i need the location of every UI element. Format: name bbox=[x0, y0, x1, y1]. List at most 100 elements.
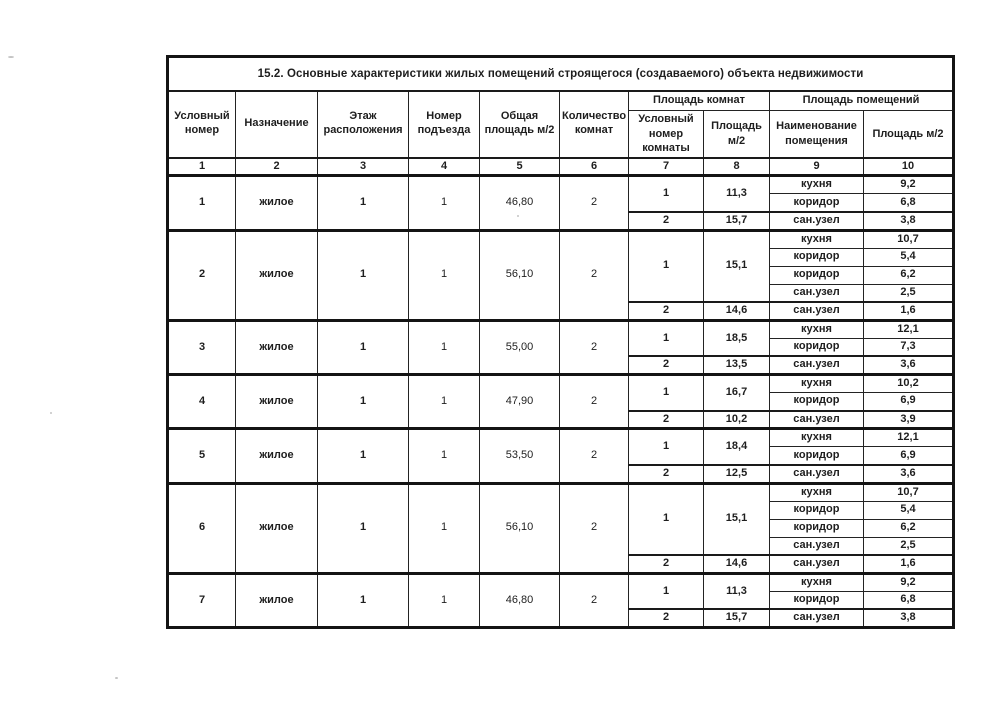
cell-total-area: 56,10 bbox=[479, 481, 560, 574]
cell-apartment-number: 5 bbox=[167, 427, 236, 484]
cell-room-number: 2 bbox=[628, 409, 704, 430]
table-row: 2 12,5 сан.узел 3,6 bbox=[168, 463, 954, 484]
cell-rooms-count: 2 bbox=[559, 318, 629, 376]
cell-premise-area: 6,8 bbox=[863, 193, 954, 213]
cell-apartment-number: 4 bbox=[167, 372, 236, 430]
scan-speck bbox=[517, 215, 519, 217]
cell-apartment-number: 1 bbox=[167, 174, 236, 231]
cell-room-area: 14,6 bbox=[703, 300, 770, 321]
cell-premise-area: 6,8 bbox=[863, 590, 954, 610]
cell-premise-name: кухня bbox=[769, 318, 864, 339]
cell-entrance: 1 bbox=[408, 571, 480, 629]
table-row: коридор 5,4 bbox=[168, 247, 954, 267]
cell-premise-name: коридор bbox=[769, 446, 864, 466]
cell-room-area: 11,3 bbox=[703, 571, 770, 610]
scan-speck bbox=[115, 677, 118, 679]
table-row: 6 жилое 1 1 56,10 2 1 15,1 кухня 10,7 bbox=[167, 481, 954, 574]
cell-room-area: 15,7 bbox=[703, 210, 770, 231]
cell-premise-area: 3,6 bbox=[863, 355, 954, 376]
cell-premise-name: сан.узел bbox=[769, 536, 864, 556]
cell-total-area: 46,80 bbox=[479, 571, 560, 629]
cell-premise-area: 3,6 bbox=[863, 463, 954, 484]
cell-apartment-number: 2 bbox=[167, 228, 236, 321]
table-row: коридор 6,8 bbox=[168, 193, 954, 213]
cell-room-area: 15,1 bbox=[703, 228, 770, 303]
cell-premise-name: кухня bbox=[769, 571, 864, 592]
cell-room-number: 2 bbox=[628, 553, 704, 574]
cell-entrance: 1 bbox=[408, 481, 480, 574]
cell-rooms-count: 2 bbox=[559, 481, 629, 574]
cell-room-number: 1 bbox=[628, 481, 704, 556]
cell-purpose: жилое bbox=[235, 372, 318, 430]
cell-premise-area: 1,6 bbox=[863, 300, 954, 321]
cell-premise-name: коридор bbox=[769, 500, 864, 520]
cell-premise-name: кухня bbox=[769, 481, 864, 502]
cell-premise-area: 12,1 bbox=[863, 427, 954, 448]
cell-premise-name: коридор bbox=[769, 392, 864, 411]
cell-premise-name: коридор bbox=[769, 337, 864, 357]
scan-speck bbox=[8, 56, 14, 58]
table-row: 2 10,2 сан.узел 3,9 bbox=[168, 409, 954, 430]
cell-total-area: 53,50 bbox=[479, 427, 560, 484]
cell-entrance: 1 bbox=[408, 372, 480, 430]
cell-purpose: жилое bbox=[235, 174, 318, 231]
cell-room-number: 1 bbox=[628, 174, 704, 213]
cell-floor: 1 bbox=[317, 372, 409, 430]
cell-premise-name: кухня bbox=[769, 174, 864, 195]
cell-room-number: 2 bbox=[628, 355, 704, 376]
table-row: 2 жилое 1 1 56,10 2 1 15,1 кухня 10,7 bbox=[167, 228, 954, 321]
cell-floor: 1 bbox=[317, 481, 409, 574]
col-header-purpose: Назначение bbox=[235, 90, 318, 158]
cell-premise-name: коридор bbox=[769, 247, 864, 267]
table-row: 4 жилое 1 1 47,90 2 1 16,7 кухня 10,2 bbox=[167, 372, 954, 430]
cell-room-number: 1 bbox=[628, 571, 704, 610]
cell-premise-name: сан.узел bbox=[769, 463, 864, 484]
header-sub-row: Условный номер комнаты Площадь м/2 Наиме… bbox=[168, 110, 954, 158]
scan-speck bbox=[524, 344, 526, 346]
cell-room-number: 2 bbox=[628, 463, 704, 484]
cell-purpose: жилое bbox=[235, 427, 318, 484]
cell-floor: 1 bbox=[317, 318, 409, 376]
cell-premise-area: 10,7 bbox=[863, 481, 954, 502]
column-numbers-row: 1 2 3 4 5 6 7 8 9 10 bbox=[167, 156, 954, 178]
table-row: 3 жилое 1 1 55,00 2 1 18,5 кухня 12,1 bbox=[167, 318, 954, 376]
cell-premise-area: 12,1 bbox=[863, 318, 954, 339]
table-title: 15.2. Основные характеристики жилых поме… bbox=[167, 56, 954, 92]
table-row: 2 14,6 сан.узел 1,6 bbox=[168, 553, 954, 574]
cell-purpose: жилое bbox=[235, 318, 318, 376]
cell-premise-name: сан.узел bbox=[769, 608, 864, 629]
cell-premise-name: коридор bbox=[769, 518, 864, 538]
cell-room-area: 10,2 bbox=[703, 409, 770, 430]
column-number: 9 bbox=[769, 156, 864, 178]
cell-room-area: 14,6 bbox=[703, 553, 770, 574]
characteristics-table: 15.2. Основные характеристики жилых поме… bbox=[166, 55, 955, 629]
cell-premise-area: 9,2 bbox=[863, 571, 954, 592]
col-header-room-number: Условный номер комнаты bbox=[628, 110, 704, 158]
col-header-premise-area: Площадь м/2 bbox=[863, 110, 954, 158]
cell-premise-area: 6,9 bbox=[863, 392, 954, 411]
cell-entrance: 1 bbox=[408, 228, 480, 321]
cell-premise-name: сан.узел bbox=[769, 409, 864, 430]
col-header-room-area: Площадь м/2 bbox=[703, 110, 770, 158]
cell-room-number: 2 bbox=[628, 608, 704, 629]
cell-room-area: 13,5 bbox=[703, 355, 770, 376]
cell-apartment-number: 7 bbox=[167, 571, 236, 629]
cell-premise-name: кухня bbox=[769, 228, 864, 249]
header-group-row: Условный номер Назначение Этаж расположе… bbox=[167, 90, 954, 158]
table-row: сан.узел 2,5 bbox=[168, 283, 954, 303]
cell-room-number: 1 bbox=[628, 427, 704, 466]
cell-premise-area: 3,8 bbox=[863, 608, 954, 629]
cell-premise-area: 3,9 bbox=[863, 409, 954, 430]
cell-room-area: 12,5 bbox=[703, 463, 770, 484]
cell-rooms-count: 2 bbox=[559, 372, 629, 430]
cell-premise-area: 6,2 bbox=[863, 265, 954, 285]
col-header-entrance: Номер подъезда bbox=[408, 90, 480, 158]
cell-premise-name: сан.узел bbox=[769, 553, 864, 574]
table-row: 2 15,7 сан.узел 3,8 bbox=[168, 608, 954, 629]
col-header-total-area: Общая площадь м/2 bbox=[479, 90, 560, 158]
col-header-premise-name: Наименование помещения bbox=[769, 110, 864, 158]
cell-premise-area: 7,3 bbox=[863, 337, 954, 357]
column-number: 2 bbox=[235, 156, 318, 178]
column-number: 6 bbox=[559, 156, 629, 178]
